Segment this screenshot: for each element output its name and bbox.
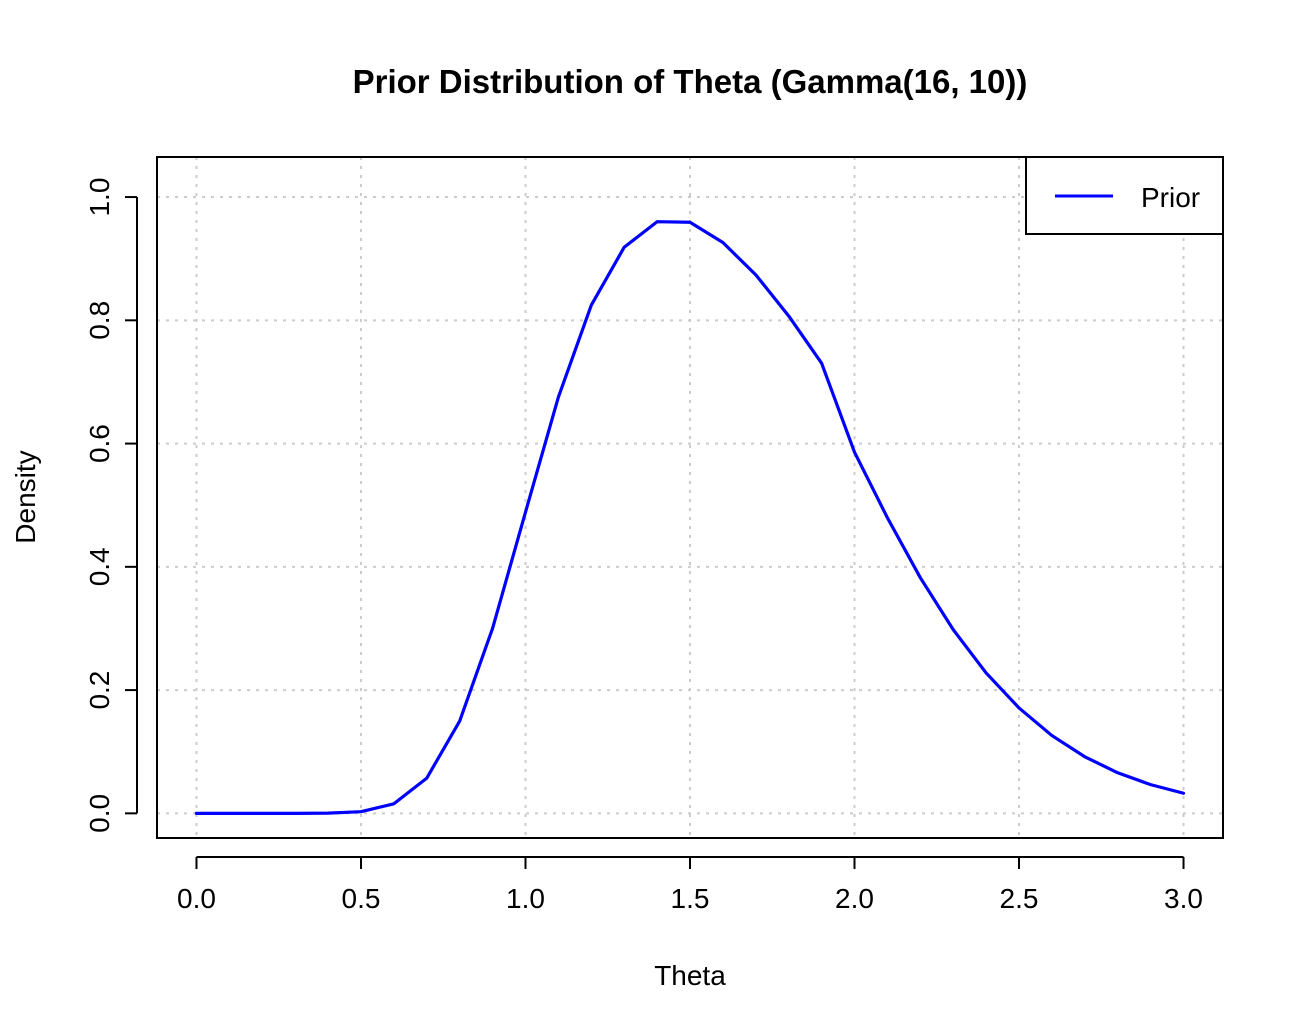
data-point — [656, 221, 658, 223]
y-tick-label: 0.0 — [84, 794, 115, 833]
data-point — [821, 362, 823, 364]
data-point — [853, 451, 856, 453]
data-point — [524, 511, 527, 513]
data-point — [195, 812, 198, 814]
data-point — [393, 803, 395, 805]
line-layer — [194, 220, 1186, 815]
axis-layer: 0.0 0.5 1.0 1.5 2.0 2.5 3.0 0.0 0.2 0.4 0.6 0.8 1.0 — [84, 178, 1203, 914]
x-tick-label: 3.0 — [1164, 883, 1203, 914]
data-point — [228, 812, 230, 814]
x-tick-label: 0.5 — [342, 883, 381, 914]
data-point — [1051, 734, 1053, 737]
data-point — [327, 812, 329, 814]
y-tick-label: 0.6 — [84, 424, 115, 463]
data-point — [459, 720, 461, 722]
x-tick-label: 0.0 — [177, 883, 216, 914]
data-point — [788, 315, 790, 317]
legend: Prior — [1025, 156, 1224, 235]
data-point — [1182, 792, 1185, 794]
data-point — [722, 241, 724, 244]
data-point — [294, 812, 296, 814]
data-point — [919, 577, 921, 579]
data-point — [590, 304, 592, 306]
data-point — [491, 627, 494, 629]
data-point — [1084, 756, 1086, 758]
x-tick-label: 2.0 — [835, 883, 874, 914]
x-tick-label: 1.0 — [506, 883, 545, 914]
y-tick-label: 1.0 — [84, 178, 115, 217]
x-axis-label: Theta — [654, 960, 726, 991]
data-point — [755, 274, 757, 276]
data-point — [623, 246, 625, 248]
y-axis-label: Density — [10, 450, 41, 543]
y-tick-label: 0.4 — [84, 547, 115, 586]
data-point — [360, 811, 362, 813]
plot-frame — [156, 156, 1224, 839]
data-point — [426, 777, 428, 779]
grid-layer — [157, 157, 1223, 838]
y-tick-label: 0.2 — [84, 671, 115, 710]
y-tick-label: 0.8 — [84, 301, 115, 340]
data-point — [261, 812, 263, 814]
data-point — [1150, 784, 1152, 786]
data-point — [886, 517, 889, 519]
data-point — [952, 629, 954, 631]
x-tick-label: 2.5 — [1000, 883, 1039, 914]
chart-title: Prior Distribution of Theta (Gamma(16, 1… — [353, 63, 1028, 100]
data-point — [689, 221, 691, 223]
legend-label: Prior — [1141, 182, 1200, 213]
x-tick-label: 1.5 — [671, 883, 710, 914]
data-point — [557, 396, 560, 398]
data-point — [1018, 707, 1020, 709]
data-point — [985, 672, 987, 674]
data-point — [1117, 772, 1119, 774]
